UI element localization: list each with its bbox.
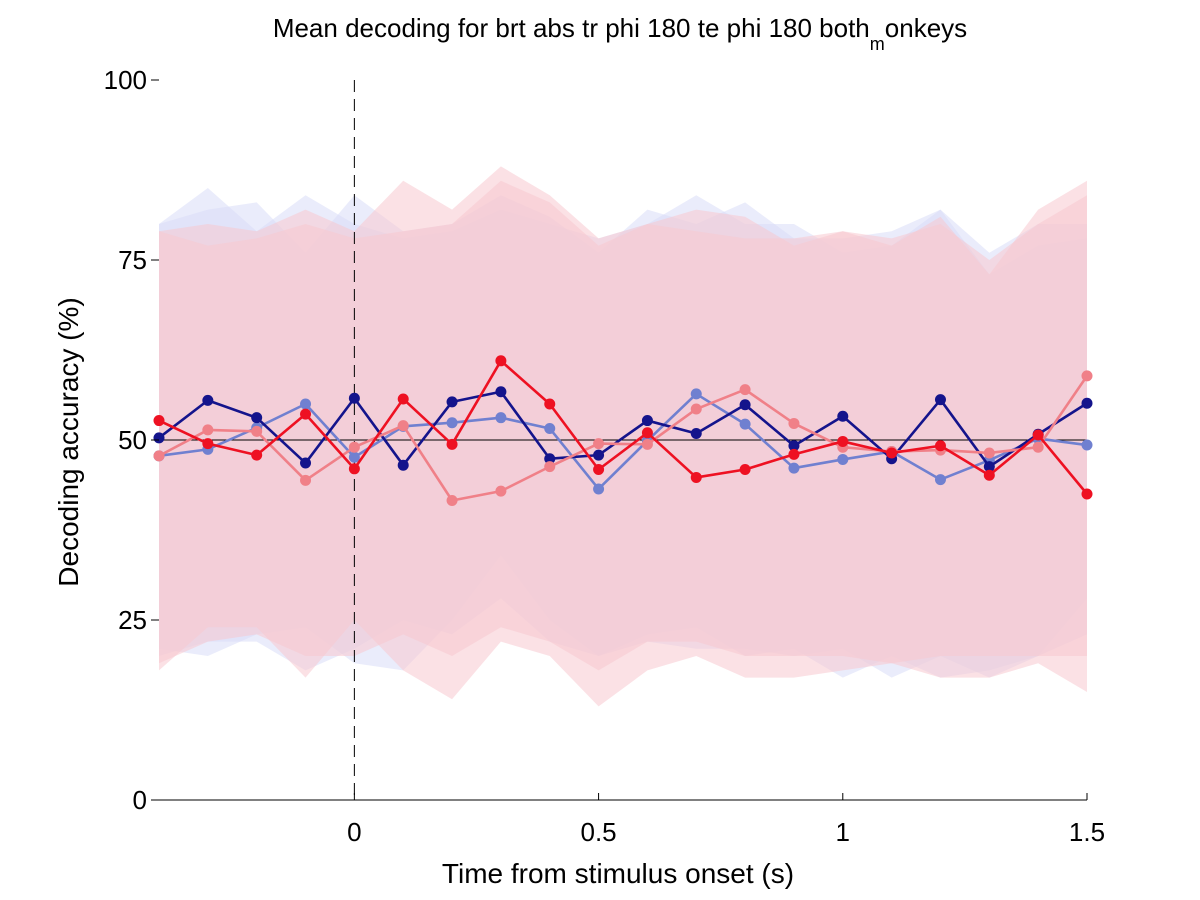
x-axis-label: Time from stimulus onset (s) — [442, 858, 794, 889]
series-3-point — [300, 474, 312, 486]
series-1-point — [837, 453, 849, 465]
band-series-4 — [159, 180, 1087, 671]
y-tick-label: 50 — [118, 425, 147, 455]
series-3-point — [593, 438, 605, 450]
series-1-point — [788, 462, 800, 474]
series-4-point — [397, 393, 409, 405]
series-line-2 — [158, 390, 1088, 468]
series-3-point — [690, 403, 702, 415]
series-4-point — [300, 408, 312, 420]
series-2-point — [1081, 397, 1093, 409]
series-3-point — [983, 447, 995, 459]
series-3-point — [739, 384, 751, 396]
series-4-point — [837, 435, 849, 447]
series-4-point — [886, 447, 898, 459]
series-2-point — [300, 457, 312, 469]
series-2-point — [495, 386, 507, 398]
series-2-point — [837, 410, 849, 422]
series-2-point — [446, 396, 458, 408]
series-3-point — [788, 417, 800, 429]
x-tick-label: 0 — [347, 817, 361, 847]
series-1-point — [1081, 439, 1093, 451]
series-2-point — [934, 394, 946, 406]
series-4-point — [593, 464, 605, 476]
series-3-point — [202, 424, 214, 436]
title-subscript: m — [870, 34, 885, 54]
series-4-point — [251, 449, 263, 461]
series-3-point — [446, 494, 458, 506]
series-2-point — [251, 412, 263, 424]
title-main: Mean decoding for brt abs tr phi 180 te … — [273, 13, 870, 43]
y-tick-label: 25 — [118, 605, 147, 635]
series-line-3 — [158, 375, 1089, 502]
series-2-point — [983, 461, 995, 473]
series-4-point — [690, 471, 702, 483]
x-tick-label: 0.5 — [581, 817, 617, 847]
y-tick-label: 0 — [133, 785, 147, 815]
series-3-point — [397, 420, 409, 432]
y-axis-label: Decoding accuracy (%) — [53, 297, 84, 586]
series-4-point — [788, 448, 800, 460]
tick-labels: 0 0.5 1 1.5 0 25 50 75 100 — [104, 65, 1105, 847]
series-2-point — [153, 432, 165, 444]
series-4-point — [934, 440, 946, 452]
y-tick-label: 100 — [104, 65, 147, 95]
series-1-point — [690, 388, 702, 400]
series-1-point — [544, 422, 556, 434]
reference-lines — [159, 80, 1087, 800]
series-2-point — [202, 394, 214, 406]
series-4-point — [739, 464, 751, 476]
series-4-point — [983, 469, 995, 481]
series-3-point — [1081, 370, 1093, 382]
series-4-point — [544, 398, 556, 410]
x-tick-label: 1.5 — [1069, 817, 1105, 847]
series-2-point — [690, 428, 702, 440]
series-4-point — [202, 438, 214, 450]
series-3-point — [153, 450, 165, 462]
series-1-point — [593, 483, 605, 495]
series-4-point — [1081, 488, 1093, 500]
series-4-point — [348, 463, 360, 475]
series-1-point — [739, 418, 751, 430]
axes — [151, 79, 1088, 801]
series-4-point — [1032, 429, 1044, 441]
series-line-1 — [158, 392, 1088, 491]
series-2-point — [348, 392, 360, 404]
series-2-point — [788, 440, 800, 452]
series-2-point — [641, 415, 653, 427]
series-lines — [153, 355, 1093, 506]
series-3-point — [251, 425, 263, 437]
series-1-point — [495, 412, 507, 424]
series-1-point — [348, 451, 360, 463]
series-4-point — [153, 415, 165, 427]
confidence-bands — [159, 166, 1087, 707]
chart-title: Mean decoding for brt abs tr phi 180 te … — [273, 13, 967, 54]
series-3-point — [1032, 441, 1044, 453]
series-4-point — [446, 438, 458, 450]
series-1-point — [934, 474, 946, 486]
x-tick-label: 1 — [836, 817, 850, 847]
series-2-point — [593, 449, 605, 461]
series-3-point — [641, 438, 653, 450]
series-3-point — [495, 485, 507, 497]
series-3-point — [544, 461, 556, 473]
y-tick-label: 75 — [118, 245, 147, 275]
series-line-4 — [158, 359, 1089, 495]
title-suffix: onkeys — [885, 13, 967, 43]
series-2-point — [739, 399, 751, 411]
series-4-point — [641, 427, 653, 439]
series-1-point — [300, 398, 312, 410]
series-1-point — [446, 417, 458, 429]
series-3-point — [348, 441, 360, 453]
series-4-point — [495, 355, 507, 367]
series-2-point — [544, 453, 556, 465]
series-2-point — [397, 459, 409, 471]
